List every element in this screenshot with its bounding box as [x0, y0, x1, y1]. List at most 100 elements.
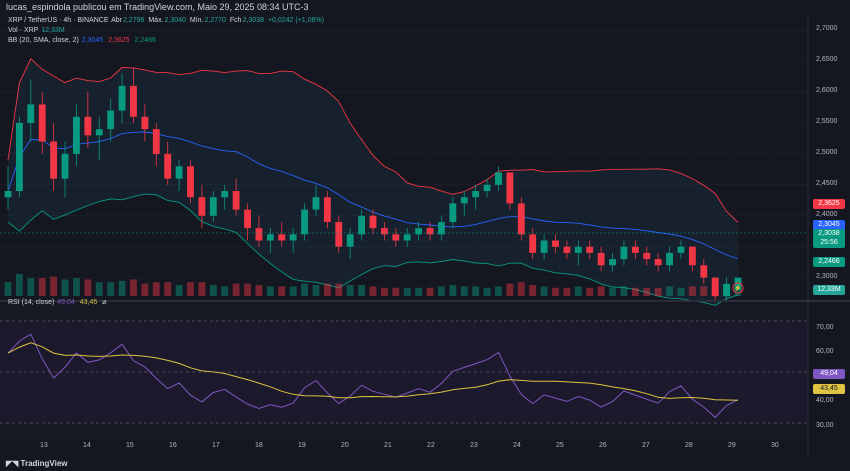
- volume-value: 12,33M: [41, 27, 65, 34]
- candle-body: [130, 85, 137, 117]
- rsi-legend[interactable]: RSI (14, close) 49,04 43,45 ⌀: [8, 298, 107, 307]
- candle-body: [278, 234, 286, 241]
- candle-body: [620, 246, 628, 260]
- candle-body: [517, 203, 525, 235]
- volume-bar: [483, 287, 491, 296]
- time-tick-label: 22: [427, 442, 435, 449]
- volume-bar: [15, 273, 23, 296]
- rsi-tick-label: 40,00: [816, 397, 834, 405]
- time-tick-label: 25: [556, 442, 564, 449]
- candle-body: [255, 228, 263, 241]
- low-label: Mín.: [189, 17, 204, 24]
- candle-body: [323, 197, 331, 222]
- close-value: 2,3038: [242, 17, 264, 24]
- candle-body: [688, 246, 696, 266]
- price-tick-label: 2,6000: [816, 87, 838, 95]
- volume-bar: [198, 282, 206, 296]
- rsi-ma-line: [7, 342, 739, 401]
- time-tick-label: 15: [126, 442, 134, 449]
- alert-icon[interactable]: [732, 282, 744, 294]
- bb-upper-tag: 2,3625: [813, 199, 845, 209]
- price-pane[interactable]: [0, 14, 808, 290]
- volume-bar: [27, 278, 35, 296]
- candle-body: [403, 234, 411, 241]
- candle-body: [289, 234, 297, 241]
- candle-body: [529, 234, 537, 253]
- tradingview-logo[interactable]: ◤◥ TradingView: [6, 459, 68, 468]
- volume-bar: [620, 286, 628, 296]
- candle-body: [152, 129, 160, 154]
- candle-body: [449, 203, 457, 222]
- time-tick-label: 14: [83, 442, 91, 449]
- symbol-legend[interactable]: XRP / TetherUS · 4h · BINANCE Abr2,2796 …: [8, 16, 326, 25]
- time-tick-label: 23: [470, 442, 478, 449]
- volume-bar: [289, 286, 297, 296]
- candle-body: [38, 104, 46, 142]
- candle-body: [118, 85, 126, 111]
- rsi-label[interactable]: RSI (14, close): [8, 299, 55, 306]
- bb-lower-line: [7, 193, 739, 306]
- candle-body: [540, 240, 548, 253]
- volume-bar: [187, 282, 194, 296]
- bb-label[interactable]: BB (20, SMA, close, 2): [8, 37, 79, 44]
- chart-canvas[interactable]: ⚡: [0, 14, 850, 459]
- bb-lower-tag: 2,2466: [813, 257, 845, 267]
- candle-body: [107, 110, 115, 130]
- candle-body: [84, 116, 92, 136]
- volume-legend[interactable]: Vol · XRP 12,33M: [8, 26, 67, 35]
- volume-bar: [415, 287, 423, 296]
- candle-body: [15, 122, 23, 192]
- brand-text: TradingView: [20, 459, 68, 468]
- volume-bar: [426, 287, 434, 296]
- open-value: 2,2796: [122, 17, 145, 24]
- volume-bar: [4, 282, 12, 296]
- volume-bar: [586, 287, 594, 296]
- publisher-header: lucas_espindola publicou em TradingView.…: [0, 0, 850, 14]
- candle-body: [563, 246, 571, 253]
- time-tick-label: 29: [728, 442, 736, 449]
- time-tick-label: 20: [341, 442, 349, 449]
- bb-basis-tag: 2,3045: [813, 220, 845, 230]
- volume-bar: [666, 286, 673, 296]
- volume-bar: [392, 287, 400, 296]
- candle-body: [654, 259, 662, 266]
- volume-bar: [495, 286, 502, 296]
- symbol-name[interactable]: XRP / TetherUS · 4h · BINANCE: [8, 17, 109, 24]
- volume-bar: [323, 283, 331, 296]
- rsi-tick-label: 60,00: [816, 348, 834, 356]
- candle-body: [95, 129, 103, 136]
- rsi-value: 49,04: [57, 299, 75, 306]
- candle-body: [301, 209, 308, 235]
- candle-body: [586, 246, 594, 253]
- candle-body: [472, 191, 480, 198]
- volume-bar: [449, 285, 457, 296]
- candle-body: [198, 197, 206, 216]
- chart-area[interactable]: ⚡ XRP / TetherUS · 4h · BINANCE Abr2,279…: [0, 14, 850, 459]
- candle-body: [346, 234, 354, 247]
- candle-body: [609, 259, 616, 266]
- last-price-tag: 2,3038: [813, 229, 845, 239]
- volume-bar: [438, 286, 445, 296]
- volume-label[interactable]: Vol · XRP: [8, 27, 39, 34]
- rsi-ma-value: 43,45: [79, 299, 98, 306]
- alert-icon-glyph: ⚡: [734, 284, 741, 292]
- price-tick-label: 2,4000: [816, 210, 838, 218]
- bb-legend[interactable]: BB (20, SMA, close, 2) 2,3045 2,3625 2,2…: [8, 36, 159, 45]
- volume-bar: [700, 286, 708, 296]
- volume-bar: [209, 285, 217, 296]
- rsi-extra-icon[interactable]: ⌀: [102, 299, 107, 306]
- rsi-tag: 49,04: [813, 369, 845, 379]
- volume-bar: [38, 278, 46, 296]
- rsi-lines: [7, 333, 739, 419]
- bb-basis-value: 2,3045: [81, 37, 104, 44]
- candle-body: [358, 215, 366, 235]
- volume-bar: [688, 286, 696, 296]
- volume-bar: [118, 280, 126, 296]
- candle-body: [483, 184, 491, 192]
- candle-body: [312, 197, 320, 210]
- volume-bar: [597, 286, 605, 296]
- time-tick-label: 17: [212, 442, 220, 449]
- volume-bar: [460, 286, 468, 296]
- candle-body: [369, 215, 377, 229]
- time-tick-label: 30: [771, 442, 779, 449]
